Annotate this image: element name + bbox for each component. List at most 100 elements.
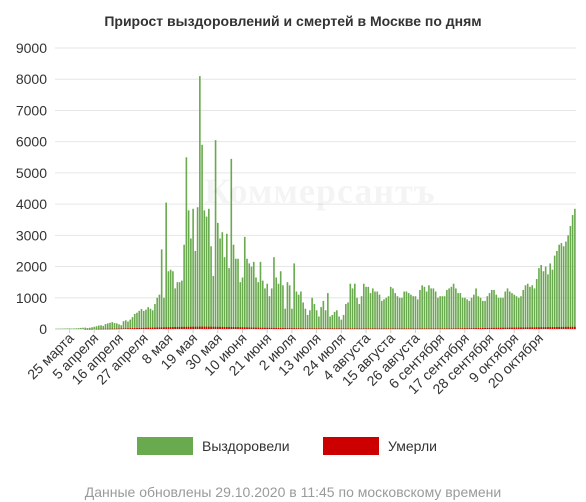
bar-died[interactable] (515, 327, 518, 329)
bar-recovered[interactable] (407, 293, 410, 329)
bar-recovered[interactable] (322, 300, 325, 329)
bar-recovered[interactable] (506, 288, 509, 329)
bar-recovered[interactable] (252, 261, 255, 329)
bar-recovered[interactable] (414, 296, 417, 329)
bar-died[interactable] (482, 328, 484, 329)
bar-recovered[interactable] (574, 208, 576, 329)
bar-recovered[interactable] (345, 304, 347, 329)
bar-recovered[interactable] (369, 293, 372, 329)
bar-died[interactable] (322, 328, 325, 330)
bar-recovered[interactable] (416, 299, 419, 329)
bar-recovered[interactable] (82, 327, 84, 329)
bar-died[interactable] (394, 328, 397, 330)
bar-died[interactable] (257, 327, 260, 329)
bar-recovered[interactable] (149, 308, 152, 329)
bar-recovered[interactable] (477, 296, 480, 329)
bar-recovered[interactable] (183, 244, 185, 329)
bar-died[interactable] (160, 327, 163, 329)
bar-recovered[interactable] (306, 314, 309, 329)
bar-recovered[interactable] (234, 258, 237, 329)
bar-died[interactable] (250, 327, 253, 330)
bar-died[interactable] (522, 327, 525, 329)
bar-died[interactable] (264, 327, 266, 329)
bar-died[interactable] (167, 327, 170, 329)
bar-died[interactable] (378, 328, 381, 330)
bar-died[interactable] (430, 328, 432, 330)
bar-recovered[interactable] (118, 324, 120, 329)
bar-recovered[interactable] (185, 157, 188, 329)
bar-recovered[interactable] (560, 243, 563, 329)
bar-died[interactable] (484, 328, 486, 329)
bar-died[interactable] (412, 328, 414, 330)
bar-died[interactable] (434, 328, 437, 330)
bar-recovered[interactable] (533, 288, 536, 329)
bar-recovered[interactable] (452, 283, 455, 329)
bar-died[interactable] (549, 327, 551, 329)
bar-died[interactable] (419, 328, 421, 330)
bar-recovered[interactable] (122, 321, 125, 329)
bar-died[interactable] (490, 327, 493, 329)
bar-recovered[interactable] (549, 263, 551, 329)
bar-died[interactable] (529, 327, 531, 329)
bar-recovered[interactable] (136, 312, 138, 329)
bar-died[interactable] (286, 328, 289, 329)
bar-recovered[interactable] (111, 322, 114, 329)
bar-recovered[interactable] (167, 271, 170, 329)
bar-died[interactable] (362, 328, 365, 330)
bar-died[interactable] (383, 328, 385, 330)
bar-died[interactable] (115, 328, 118, 330)
bar-recovered[interactable] (284, 308, 286, 329)
bar-died[interactable] (353, 328, 356, 330)
bar-died[interactable] (129, 328, 132, 329)
bar-died[interactable] (428, 328, 430, 330)
bar-recovered[interactable] (499, 297, 502, 329)
bar-recovered[interactable] (450, 286, 453, 329)
bar-recovered[interactable] (511, 293, 513, 329)
bar-died[interactable] (192, 326, 194, 329)
bar-recovered[interactable] (448, 288, 450, 329)
bar-died[interactable] (275, 327, 278, 329)
bar-died[interactable] (347, 328, 349, 330)
bar-died[interactable] (165, 327, 167, 329)
bar-died[interactable] (214, 326, 217, 329)
bar-died[interactable] (309, 328, 311, 329)
bar-recovered[interactable] (331, 314, 334, 329)
bar-died[interactable] (212, 326, 215, 329)
bar-died[interactable] (127, 328, 129, 329)
bar-died[interactable] (113, 328, 116, 330)
bar-recovered[interactable] (466, 299, 468, 329)
bar-died[interactable] (520, 327, 522, 330)
bar-died[interactable] (389, 328, 392, 330)
bar-died[interactable] (542, 327, 545, 329)
bar-recovered[interactable] (214, 140, 217, 329)
bar-died[interactable] (118, 328, 120, 330)
bar-recovered[interactable] (558, 244, 560, 329)
bar-died[interactable] (106, 328, 109, 330)
bar-recovered[interactable] (531, 285, 534, 329)
bar-died[interactable] (304, 328, 307, 329)
bar-recovered[interactable] (151, 310, 154, 329)
bar-died[interactable] (315, 328, 318, 330)
bar-died[interactable] (221, 326, 224, 329)
bar-died[interactable] (196, 326, 199, 329)
bar-died[interactable] (374, 328, 376, 330)
bar-recovered[interactable] (217, 222, 219, 329)
bar-died[interactable] (149, 327, 152, 329)
bar-died[interactable] (540, 327, 542, 329)
bar-died[interactable] (311, 328, 313, 329)
bar-died[interactable] (84, 328, 87, 330)
bar-recovered[interactable] (178, 282, 181, 329)
bar-died[interactable] (241, 327, 244, 329)
bar-recovered[interactable] (398, 297, 401, 329)
bar-recovered[interactable] (565, 241, 567, 329)
legend-item-died[interactable]: Умерли (323, 437, 437, 455)
bar-recovered[interactable] (488, 293, 491, 329)
bar-recovered[interactable] (374, 291, 376, 329)
bar-recovered[interactable] (318, 316, 320, 329)
bar-recovered[interactable] (401, 297, 403, 329)
bar-died[interactable] (342, 328, 345, 330)
bar-recovered[interactable] (288, 285, 291, 329)
bar-died[interactable] (318, 328, 320, 330)
bar-recovered[interactable] (115, 323, 118, 329)
bar-died[interactable] (340, 328, 343, 330)
